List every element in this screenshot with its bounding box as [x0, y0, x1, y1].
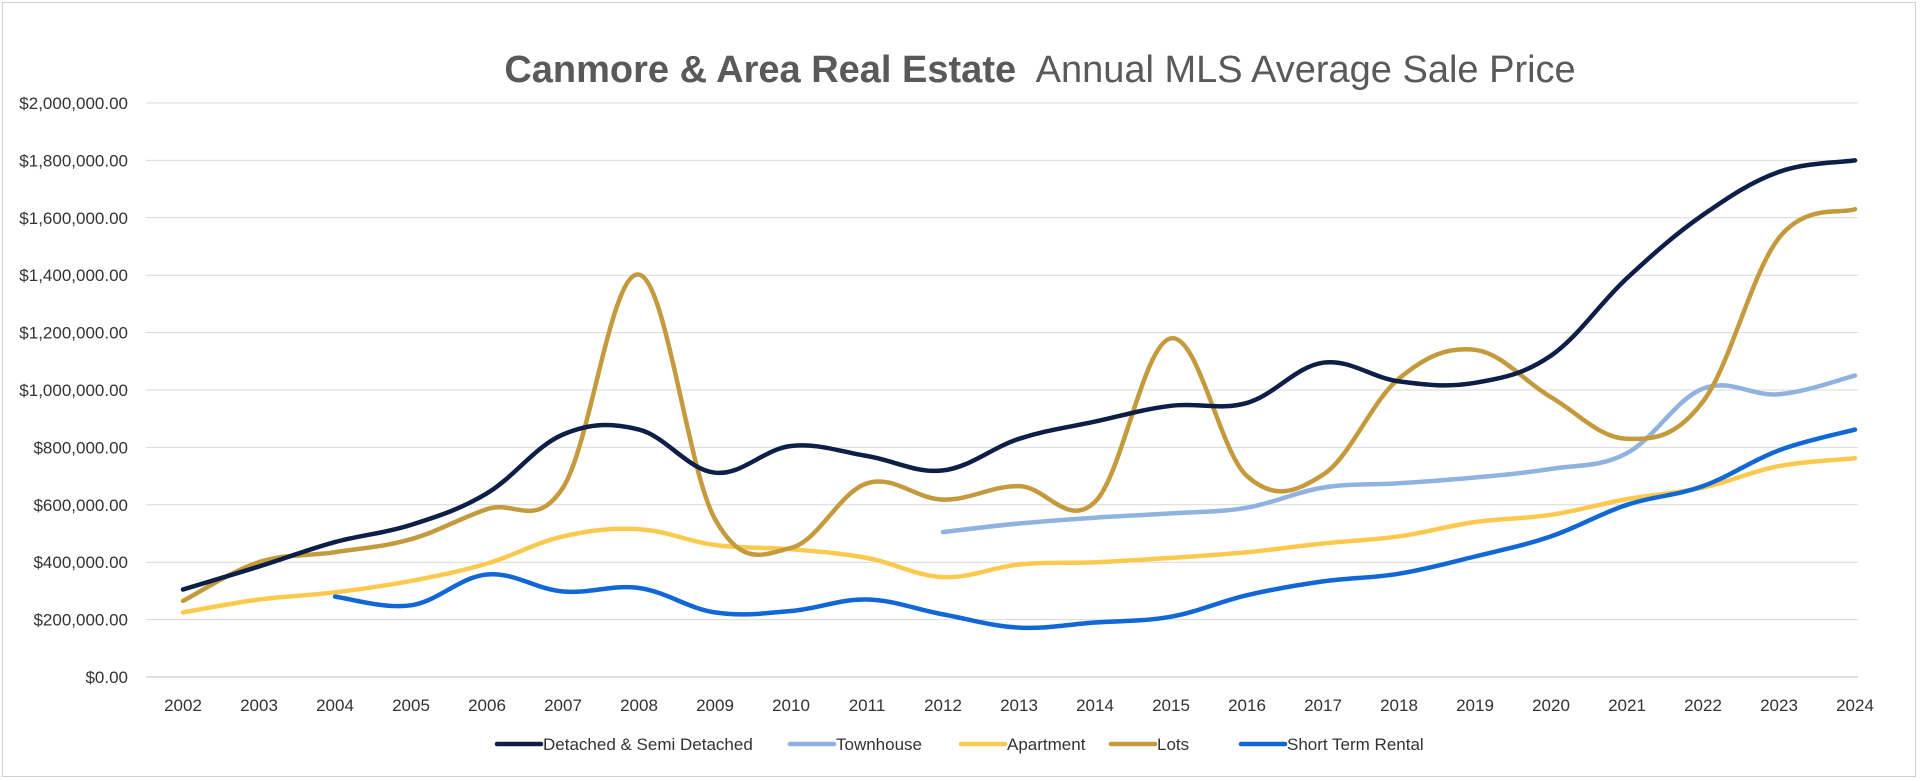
x-tick-label-2007: 2007	[544, 696, 582, 715]
x-tick-label-2011: 2011	[849, 696, 886, 715]
x-tick-label-2015: 2015	[1152, 696, 1190, 715]
legend: Detached & Semi Detached Townhouse Apartme…	[494, 735, 1424, 754]
x-tick-label-2009: 2009	[696, 696, 734, 715]
y-tick-label-7: $1,400,000.00	[19, 266, 128, 285]
series-line-detached-semi-detached	[180, 158, 1858, 592]
series-line-apartment	[180, 456, 1858, 615]
chart-title-rest: Annual MLS Average Sale Price	[1036, 49, 1576, 91]
legend-label-lots: Lots	[1157, 735, 1189, 754]
x-tick-label-2008: 2008	[620, 696, 658, 715]
legend-label-detached-semi-detached: Detached & Semi Detached	[543, 735, 753, 754]
y-tick-label-4: $800,000.00	[33, 438, 128, 457]
y-tick-label-0: $0.00	[85, 668, 128, 687]
x-tick-label-2012: 2012	[924, 696, 962, 715]
chart-title: Canmore & Area Real Estate Annual MLS Av…	[504, 49, 1575, 91]
y-axis-tick-labels: $0.00 $200,000.00 $400,000.00 $600,000.00 $8…	[19, 94, 128, 687]
legend-label-short-term-rental: Short Term Rental	[1287, 735, 1424, 754]
x-tick-label-2019: 2019	[1456, 696, 1494, 715]
x-tick-label-2024: 2024	[1836, 696, 1874, 715]
x-tick-label-2002: 2002	[164, 696, 202, 715]
series-line-short-term-rental	[332, 427, 1858, 631]
x-tick-label-2022: 2022	[1684, 696, 1722, 715]
y-tick-label-2: $400,000.00	[33, 553, 128, 572]
y-tick-label-6: $1,200,000.00	[19, 324, 128, 343]
series-line-townhouse	[940, 373, 1858, 535]
chart-title-bold: Canmore & Area Real Estate	[504, 49, 1016, 91]
x-tick-label-2004: 2004	[316, 696, 354, 715]
y-tick-label-10: $2,000,000.00	[19, 94, 128, 113]
x-tick-label-2003: 2003	[240, 696, 278, 715]
x-tick-label-2017: 2017	[1304, 696, 1342, 715]
x-tick-label-2014: 2014	[1076, 696, 1114, 715]
x-axis-tick-labels: 2002 2003 2004 2005 2006 2007 2008 2009 2010 2011…	[164, 696, 1874, 715]
series-lines	[180, 158, 1858, 631]
y-tick-label-8: $1,600,000.00	[19, 209, 128, 228]
x-tick-label-2005: 2005	[392, 696, 430, 715]
y-tick-label-5: $1,000,000.00	[19, 381, 128, 400]
y-tick-label-9: $1,800,000.00	[19, 151, 128, 170]
series-line-lots	[180, 206, 1858, 604]
y-tick-label-1: $200,000.00	[33, 611, 128, 630]
legend-label-townhouse: Townhouse	[836, 735, 922, 754]
x-tick-label-2006: 2006	[468, 696, 506, 715]
x-tick-label-2010: 2010	[772, 696, 810, 715]
y-tick-label-3: $600,000.00	[33, 496, 128, 515]
gridlines	[146, 102, 1858, 678]
x-tick-label-2013: 2013	[1000, 696, 1038, 715]
x-tick-label-2016: 2016	[1228, 696, 1266, 715]
x-tick-label-2020: 2020	[1532, 696, 1570, 715]
x-tick-label-2018: 2018	[1380, 696, 1418, 715]
legend-label-apartment: Apartment	[1007, 735, 1086, 754]
x-tick-label-2021: 2021	[1608, 696, 1646, 715]
x-tick-label-2023: 2023	[1760, 696, 1798, 715]
